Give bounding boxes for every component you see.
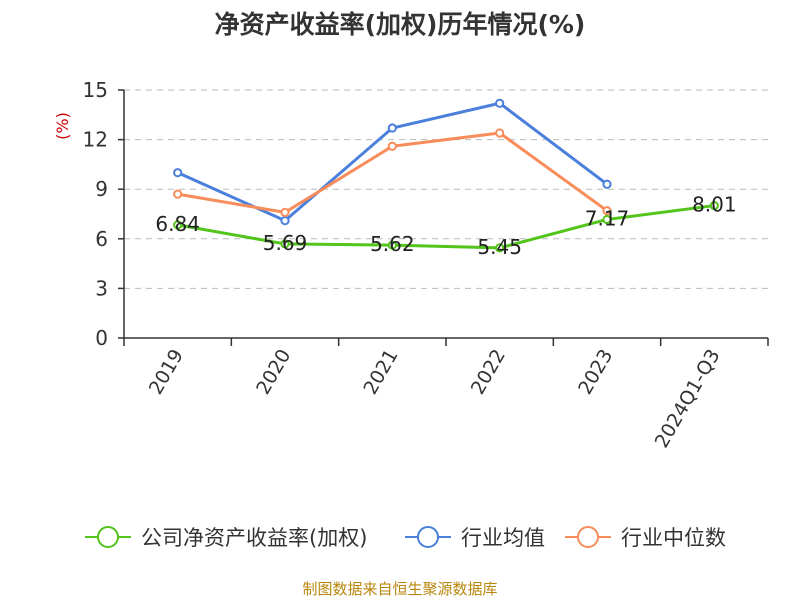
series-point-0-0 bbox=[173, 220, 183, 230]
y-tick-label-12: 12 bbox=[83, 128, 108, 152]
y-tick-label-0: 0 bbox=[95, 326, 108, 350]
legend-marker-0 bbox=[97, 526, 119, 548]
series-point-1-4 bbox=[602, 179, 612, 189]
series-point-1-3 bbox=[495, 98, 505, 108]
series-point-1-2 bbox=[387, 123, 397, 133]
y-axis-unit-label: (%) bbox=[53, 112, 72, 140]
data-label-0: 6.84 bbox=[155, 212, 200, 236]
series-line-1 bbox=[177, 101, 608, 223]
y-tick-label-9: 9 bbox=[95, 177, 108, 201]
x-tick-label-2024Q1-Q3: 2024Q1-Q3 bbox=[651, 346, 725, 452]
series-point-1-0 bbox=[173, 168, 183, 178]
legend-item-1: 行业均值 bbox=[405, 526, 545, 550]
series-1 bbox=[173, 98, 612, 226]
y-tick-label-6: 6 bbox=[95, 227, 108, 251]
series-lines bbox=[173, 98, 719, 253]
series-line-0 bbox=[177, 204, 715, 250]
series-point-1-1 bbox=[280, 216, 290, 226]
data-labels: 6.84 5.69 5.62 5.45 7.17 8.01 bbox=[155, 193, 736, 259]
series-point-2-4 bbox=[602, 206, 612, 216]
series-point-2-3 bbox=[495, 128, 505, 138]
series-point-0-2 bbox=[387, 240, 397, 250]
data-source-note: 制图数据来自恒生聚源数据库 bbox=[302, 580, 497, 598]
series-0 bbox=[173, 200, 719, 253]
legend-marker-2 bbox=[577, 526, 599, 548]
data-label-3: 5.45 bbox=[477, 235, 522, 259]
data-label-5: 8.01 bbox=[692, 193, 737, 217]
data-label-4: 7.17 bbox=[585, 206, 630, 230]
legend-label-0: 公司净资产收益率(加权) bbox=[141, 526, 367, 550]
x-tick-label-2022: 2022 bbox=[467, 346, 510, 399]
series-point-2-1 bbox=[280, 207, 290, 217]
series-point-0-5 bbox=[709, 200, 719, 211]
series-point-2-0 bbox=[173, 189, 183, 199]
legend-item-0: 公司净资产收益率(加权) bbox=[85, 526, 367, 550]
axes: 0 3 6 9 12 15 2019 2020 2021 2022 2023 2024Q1-Q3 bbox=[83, 78, 769, 452]
data-label-2: 5.62 bbox=[370, 232, 415, 256]
series-point-0-3 bbox=[495, 243, 505, 253]
data-label-1: 5.69 bbox=[263, 231, 308, 255]
legend-marker-1 bbox=[417, 526, 439, 548]
gridlines bbox=[124, 89, 768, 289]
series-point-2-2 bbox=[387, 141, 397, 151]
x-tick-label-2021: 2021 bbox=[359, 346, 402, 399]
y-tick-label-15: 15 bbox=[83, 78, 108, 102]
legend: 公司净资产收益率(加权) 行业均值 行业中位数 bbox=[85, 526, 726, 550]
x-tick-label-2020: 2020 bbox=[252, 346, 295, 399]
x-tick-label-2019: 2019 bbox=[145, 346, 188, 399]
y-tick-label-3: 3 bbox=[95, 276, 108, 300]
series-point-0-1 bbox=[280, 239, 290, 249]
x-tick-label-2023: 2023 bbox=[574, 346, 617, 399]
series-2 bbox=[173, 128, 612, 217]
legend-label-2: 行业中位数 bbox=[621, 526, 726, 550]
series-point-0-4 bbox=[602, 214, 612, 225]
legend-label-1: 行业均值 bbox=[461, 526, 545, 550]
legend-item-2: 行业中位数 bbox=[565, 526, 726, 550]
chart-title: 净资产收益率(加权)历年情况(%) bbox=[215, 10, 586, 39]
